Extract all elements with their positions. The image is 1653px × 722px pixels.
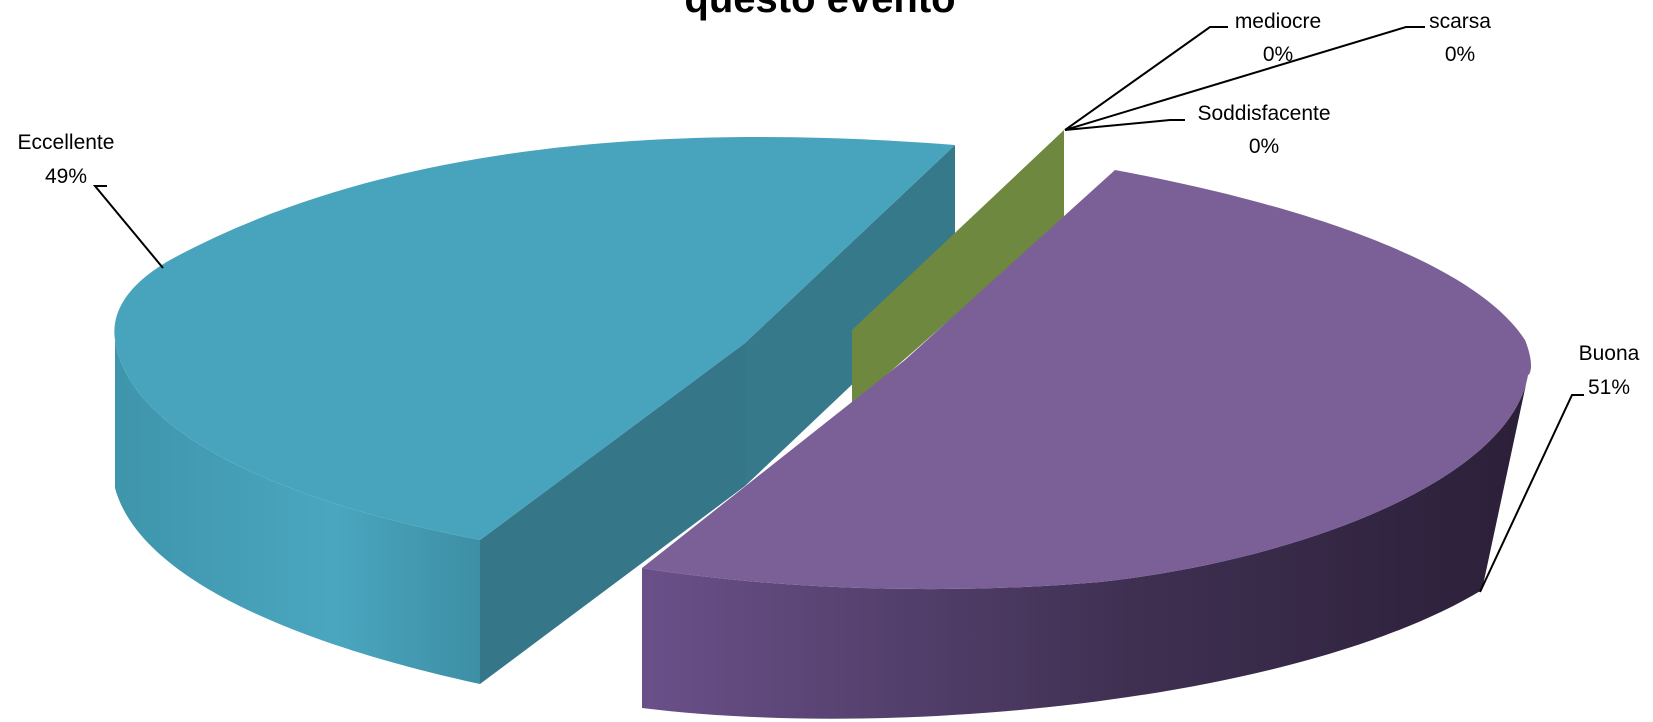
data-label-eccellente-name: Eccellente	[18, 131, 115, 154]
data-label-buona-percent: 51%	[1588, 376, 1630, 399]
chart-title: questo evento	[684, 0, 955, 21]
data-label-soddisfacente-percent: 0%	[1249, 135, 1279, 158]
leader-line-mediocre	[1064, 26, 1228, 131]
data-label-mediocre: mediocre 0%	[1235, 10, 1321, 66]
data-label-scarsa-name: scarsa	[1429, 10, 1491, 33]
slice-eccellente-side	[115, 340, 480, 684]
slice-green-face	[852, 130, 1064, 405]
data-label-mediocre-name: mediocre	[1235, 10, 1321, 33]
slice-buona-side	[642, 375, 1528, 719]
data-label-soddisfacente-name: Soddisfacente	[1197, 102, 1330, 125]
data-label-buona: Buona 51%	[1579, 342, 1640, 399]
data-label-soddisfacente: Soddisfacente 0%	[1197, 102, 1330, 158]
leader-line-scarsa	[1064, 26, 1425, 131]
slice-eccellente[interactable]	[114, 136, 955, 684]
slice-eccellente-cut-1	[480, 343, 745, 684]
data-label-buona-name: Buona	[1579, 342, 1640, 365]
slice-zero-values[interactable]	[852, 130, 1064, 405]
data-label-mediocre-percent: 0%	[1263, 43, 1293, 66]
slice-eccellente-cut-2	[745, 145, 955, 486]
leader-line-soddisfacente	[1064, 119, 1185, 131]
slice-buona-top	[642, 170, 1532, 590]
data-label-eccellente-percent: 49%	[45, 165, 87, 188]
slice-eccellente-top	[114, 136, 955, 540]
leader-line-eccellente	[92, 185, 164, 269]
data-label-scarsa-percent: 0%	[1445, 43, 1475, 66]
data-label-eccellente: Eccellente 49%	[18, 131, 115, 188]
data-label-scarsa: scarsa 0%	[1429, 10, 1491, 66]
leader-line-buona	[1479, 394, 1584, 593]
slice-buona[interactable]	[642, 170, 1532, 719]
